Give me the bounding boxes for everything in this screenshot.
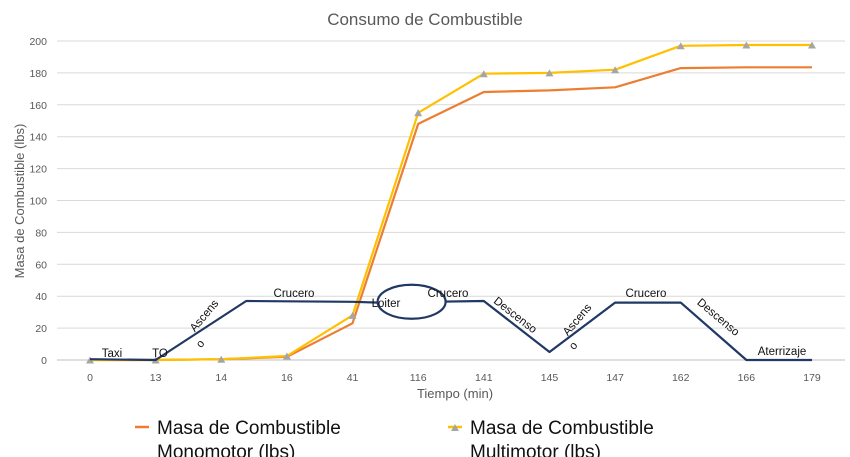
data-point-marker: [282, 352, 291, 360]
legend-label-monomotor-line1: Masa de Combustible: [157, 418, 341, 439]
data-point-marker: [414, 109, 423, 117]
x-tick-label: 162: [672, 372, 690, 384]
x-tick-label: 14: [215, 372, 227, 384]
x-tick-label: 13: [150, 372, 162, 384]
data-series: [86, 41, 816, 364]
y-axis-ticks: 0 20 40 60 80 100 120 140 160 180 200: [29, 36, 47, 367]
data-point-marker: [479, 70, 488, 78]
y-tick-label: 200: [29, 36, 47, 48]
legend: Masa de Combustible Monomotor (lbs) Masa…: [135, 418, 654, 457]
legend-label-multimotor-line2: Multimotor (lbs): [470, 442, 601, 457]
phase-label-aterrizaje: Aterrizaje: [758, 346, 807, 358]
phase-label-ascenso-2a: Ascens: [561, 302, 595, 339]
y-tick-label: 140: [29, 132, 47, 144]
data-point-marker: [676, 42, 685, 50]
x-tick-label: 145: [541, 372, 559, 384]
data-point-marker: [808, 41, 816, 49]
phase-label-taxi: Taxi: [102, 348, 122, 360]
legend-label-multimotor-line1: Masa de Combustible: [470, 418, 654, 439]
series-line-1: [90, 43, 812, 362]
legend-label-monomotor-line2: Monomotor (lbs): [157, 442, 295, 457]
phase-label-descenso-2: Descenso: [694, 297, 741, 339]
x-tick-label: 166: [738, 372, 756, 384]
loiter-ellipse: [376, 283, 447, 320]
y-tick-label: 60: [35, 259, 47, 271]
legend-item-monomotor: Masa de Combustible Monomotor (lbs): [135, 418, 341, 457]
data-point-marker: [611, 66, 620, 74]
mission-profile-line: [89, 299, 812, 362]
x-tick-label: 41: [347, 372, 359, 384]
data-point-marker: [545, 69, 554, 77]
phase-label-to: TO: [152, 348, 168, 360]
data-point-marker: [348, 311, 357, 319]
x-tick-label: 179: [803, 372, 821, 384]
phase-label-crucero-2: Crucero: [428, 288, 469, 300]
phase-label-crucero-1: Crucero: [274, 288, 315, 300]
y-tick-label: 20: [35, 323, 47, 335]
phase-label-ascenso-2b: o: [567, 340, 580, 353]
legend-marker-multimotor: [451, 424, 459, 431]
y-axis-title: Masa de Combustible (lbs): [12, 124, 27, 279]
x-tick-label: 147: [606, 372, 624, 384]
chart-title: Consumo de Combustible: [327, 10, 523, 29]
phase-label-descenso-1: Descenso: [491, 295, 539, 336]
x-tick-label: 141: [475, 372, 493, 384]
y-tick-label: 160: [29, 100, 47, 112]
y-tick-label: 180: [29, 68, 47, 80]
x-axis-title: Tiempo (min): [417, 386, 493, 401]
grid-lines: [57, 40, 845, 361]
y-tick-label: 120: [29, 164, 47, 176]
x-axis-ticks: 0 13 14 16 41 116 141 145 147 162 166 179: [87, 372, 821, 384]
y-tick-label: 80: [35, 227, 47, 239]
phase-labels: Taxi TO Ascens o Crucero Loiter Crucero …: [102, 288, 807, 360]
data-point-marker: [742, 41, 751, 49]
y-tick-label: 0: [41, 355, 47, 367]
x-tick-label: 0: [87, 372, 93, 384]
data-point-marker: [217, 355, 226, 363]
legend-item-multimotor: Masa de Combustible Multimotor (lbs): [448, 418, 654, 457]
x-tick-label: 16: [281, 372, 293, 384]
y-tick-label: 100: [29, 196, 47, 208]
phase-label-loiter: Loiter: [372, 298, 401, 310]
mission-profile: [89, 283, 812, 362]
x-tick-label: 116: [410, 372, 427, 384]
phase-label-ascenso-1b: o: [194, 338, 207, 351]
y-tick-label: 40: [35, 291, 47, 303]
phase-label-crucero-3: Crucero: [626, 288, 667, 300]
